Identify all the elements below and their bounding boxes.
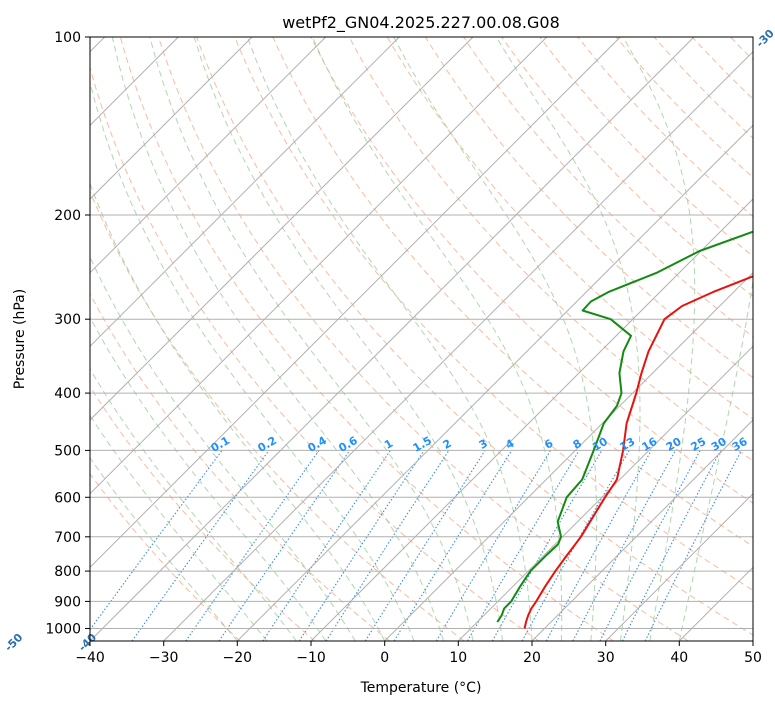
x-axis-label: Temperature (°C)	[360, 680, 482, 696]
y-tick-label: 100	[54, 30, 81, 46]
x-tick-label: 0	[380, 650, 389, 666]
y-tick-label: 1000	[45, 622, 81, 638]
y-tick-label: 500	[54, 443, 81, 459]
x-tick-label: 40	[670, 650, 688, 666]
y-tick-label: 600	[54, 490, 81, 506]
y-tick-label: 900	[54, 594, 81, 610]
y-tick-label: 400	[54, 386, 81, 402]
y-tick-label: 800	[54, 564, 81, 580]
x-tick-label: 10	[449, 650, 467, 666]
x-tick-label: −40	[75, 650, 105, 666]
x-tick-label: −10	[296, 650, 326, 666]
x-tick-label: 50	[744, 650, 762, 666]
y-tick-label: 700	[54, 530, 81, 546]
y-tick-label: 300	[54, 312, 81, 328]
x-tick-label: 30	[597, 650, 615, 666]
x-tick-label: 20	[523, 650, 541, 666]
y-axis-label: Pressure (hPa)	[12, 289, 28, 389]
x-tick-label: −20	[223, 650, 253, 666]
x-tick-label: −30	[149, 650, 179, 666]
y-tick-label: 200	[54, 208, 81, 224]
chart-title: wetPf2_GN04.2025.227.00.08.G08	[282, 13, 560, 33]
